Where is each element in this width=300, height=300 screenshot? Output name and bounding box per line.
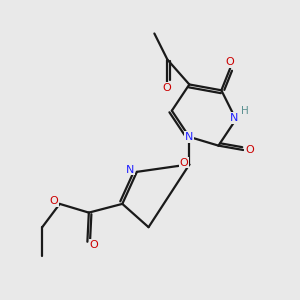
Text: H: H: [242, 106, 249, 116]
Text: O: O: [49, 196, 58, 206]
Text: O: O: [162, 83, 171, 93]
Text: O: O: [180, 158, 188, 167]
Text: O: O: [226, 57, 235, 67]
Text: N: N: [185, 132, 194, 142]
Text: O: O: [245, 145, 254, 155]
Text: N: N: [126, 164, 134, 175]
Text: O: O: [89, 240, 98, 250]
Text: N: N: [230, 113, 239, 123]
